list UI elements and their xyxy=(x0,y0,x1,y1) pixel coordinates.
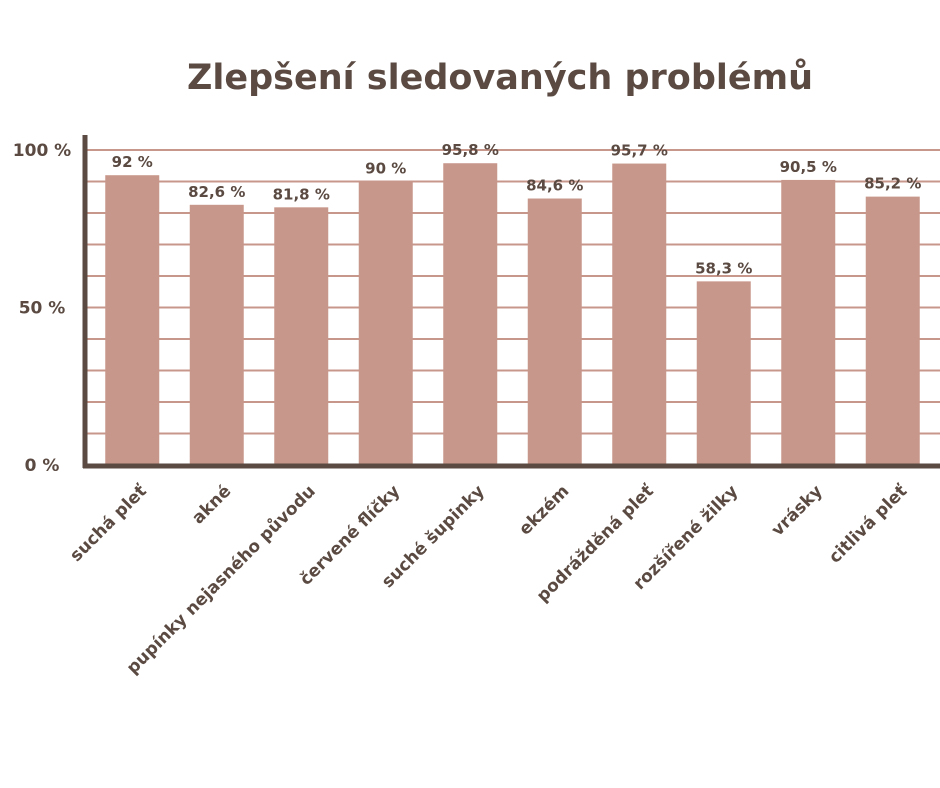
bar xyxy=(612,163,667,466)
category-label: citlivá pleť xyxy=(825,481,912,568)
data-label: 84,6 % xyxy=(526,177,583,195)
bar xyxy=(358,181,413,465)
bar xyxy=(443,163,498,466)
bar xyxy=(105,175,160,465)
category-label: suchá pleť xyxy=(66,481,151,566)
bar xyxy=(527,198,582,465)
data-label: 90,5 % xyxy=(780,158,837,176)
data-label: 92 % xyxy=(112,153,153,171)
bar xyxy=(865,196,920,465)
y-tick-label: 0 % xyxy=(25,456,60,476)
data-label: 81,8 % xyxy=(273,185,330,203)
data-label: 82,6 % xyxy=(188,183,245,201)
bar xyxy=(696,281,751,465)
data-label: 95,7 % xyxy=(611,142,668,160)
data-label: 58,3 % xyxy=(695,259,752,277)
data-label: 90 % xyxy=(365,160,406,178)
category-label: ekzém xyxy=(515,481,573,539)
y-tick-label: 50 % xyxy=(19,299,66,319)
bar xyxy=(781,179,836,466)
bar xyxy=(274,207,329,465)
axes xyxy=(82,135,940,469)
bars xyxy=(105,163,920,466)
bar xyxy=(189,204,244,465)
data-label: 85,2 % xyxy=(864,175,921,193)
data-label: 95,8 % xyxy=(442,141,499,159)
chart-title: Zlepšení sledovaných problémů xyxy=(187,57,813,98)
category-label: akné xyxy=(188,481,235,528)
y-tick-label: 100 % xyxy=(13,141,71,161)
category-label: vrásky xyxy=(768,481,827,540)
